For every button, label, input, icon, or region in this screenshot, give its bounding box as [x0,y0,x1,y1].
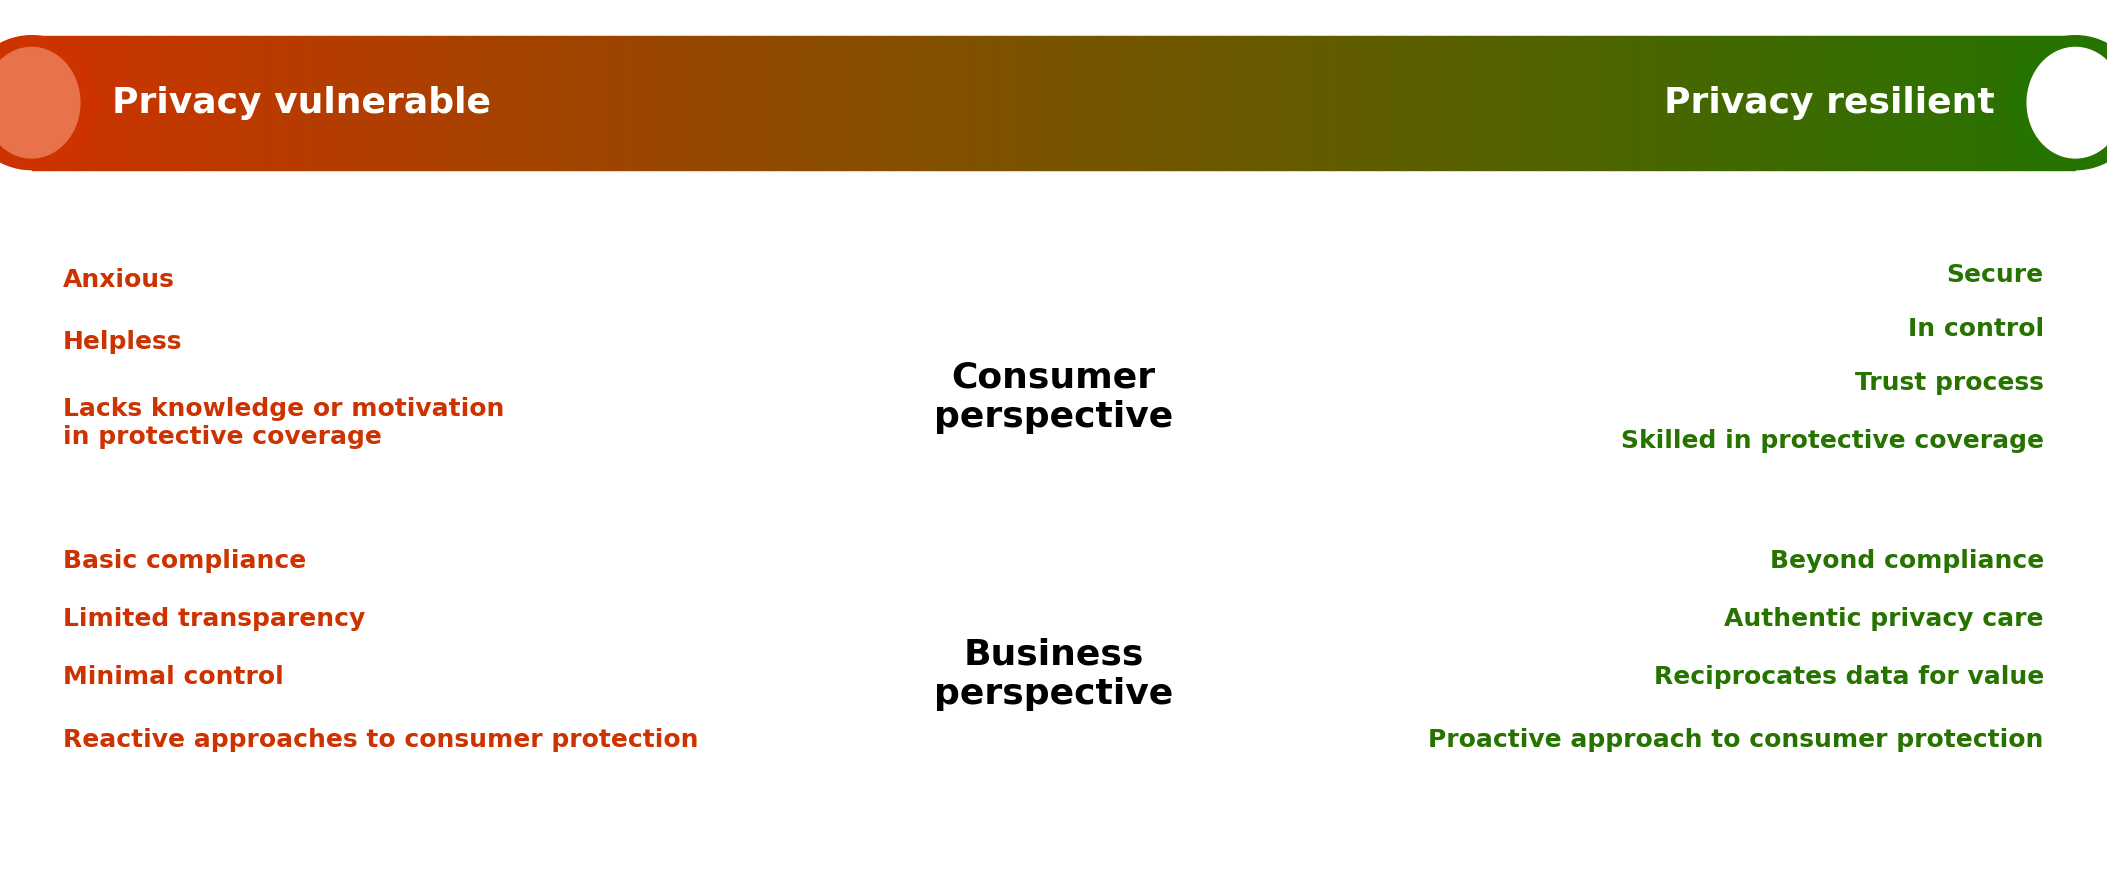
Text: Authentic privacy care: Authentic privacy care [1724,607,2044,631]
Text: Business
perspective: Business perspective [933,638,1174,711]
Text: Anxious: Anxious [63,268,175,292]
Text: Privacy resilient: Privacy resilient [1665,86,1995,120]
Ellipse shape [0,47,80,158]
Text: Minimal control: Minimal control [63,665,284,689]
Text: Helpless: Helpless [63,330,183,355]
Text: Trust process: Trust process [1854,371,2044,395]
Text: Lacks knowledge or motivation
in protective coverage: Lacks knowledge or motivation in protect… [63,397,504,449]
Text: Basic compliance: Basic compliance [63,549,306,573]
Ellipse shape [2027,47,2107,158]
Ellipse shape [0,36,99,170]
Text: Privacy vulnerable: Privacy vulnerable [112,86,491,120]
Text: Skilled in protective coverage: Skilled in protective coverage [1620,429,2044,453]
Text: In control: In control [1907,317,2044,341]
Text: Limited transparency: Limited transparency [63,607,365,631]
Text: Reciprocates data for value: Reciprocates data for value [1654,665,2044,689]
Text: Secure: Secure [1947,263,2044,288]
Text: Beyond compliance: Beyond compliance [1770,549,2044,573]
Ellipse shape [2008,36,2107,170]
Text: Reactive approaches to consumer protection: Reactive approaches to consumer protecti… [63,728,700,752]
Text: Consumer
perspective: Consumer perspective [933,361,1174,434]
Text: Proactive approach to consumer protection: Proactive approach to consumer protectio… [1429,728,2044,752]
